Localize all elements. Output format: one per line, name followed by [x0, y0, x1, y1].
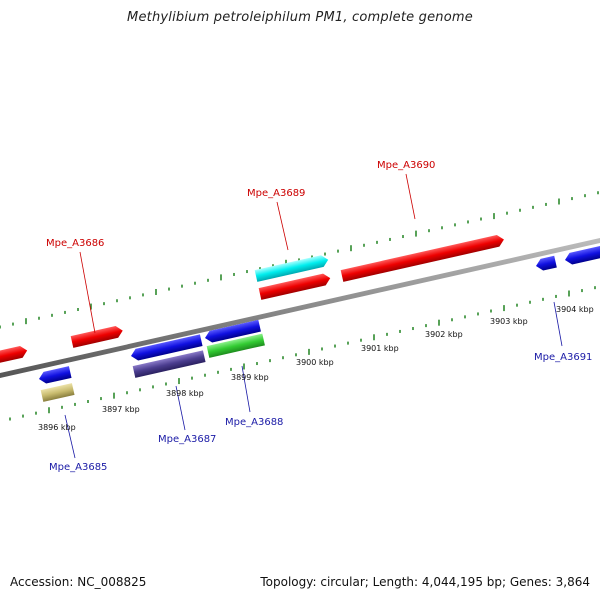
map-title: Methylibium petroleiphilum PM1, complete…	[127, 10, 473, 25]
kbp-label-3900: 3900 kbp	[296, 358, 334, 367]
gene-arrow-Mpe_A3685	[39, 366, 72, 384]
gene-arrow-forward-1	[0, 345, 28, 364]
gene-label-Mpe_A3685: Mpe_A3685	[49, 462, 107, 473]
gene-label-Mpe_A3687: Mpe_A3687	[158, 434, 216, 445]
kbp-label-3904: 3904 kbp	[556, 305, 594, 314]
gene-arrow-Mpe_A3685-khaki	[40, 383, 75, 402]
gene-label-leaders	[64, 173, 563, 459]
gene-arrow-Mpe_A3689-cyan	[254, 255, 329, 282]
gene-label-Mpe_A3686: Mpe_A3686	[46, 238, 104, 249]
gene-arrow-Mpe_A3688	[205, 319, 261, 343]
kbp-label-3902: 3902 kbp	[425, 330, 463, 339]
gene-label-Mpe_A3690: Mpe_A3690	[377, 160, 435, 171]
kbp-label-3898: 3898 kbp	[166, 389, 204, 398]
gene-arrow-Mpe_A3687	[131, 334, 203, 361]
kbp-label-3896: 3896 kbp	[38, 423, 76, 432]
accession-text: Accession: NC_008825	[10, 575, 147, 589]
gene-label-Mpe_A3691: Mpe_A3691	[534, 352, 592, 363]
kbp-label-3901: 3901 kbp	[361, 344, 399, 353]
gene-arrow-reverse-edge	[565, 243, 600, 265]
kbp-label-3897: 3897 kbp	[102, 405, 140, 414]
gene-arrow-Mpe_A3691	[536, 255, 557, 271]
gene-arrow-Mpe_A3688-green	[206, 333, 265, 358]
tick-row-lower	[9, 286, 596, 421]
gene-arrow-Mpe_A3686	[70, 326, 123, 348]
genome-backbone	[0, 238, 600, 378]
gene-arrow-Mpe_A3689	[258, 273, 331, 300]
gene-arrow-Mpe_A3687-purple	[132, 350, 206, 378]
kbp-label-3903: 3903 kbp	[490, 317, 528, 326]
gene-arrow-Mpe_A3690	[340, 234, 504, 282]
gene-label-Mpe_A3689: Mpe_A3689	[247, 188, 305, 199]
kbp-label-3899: 3899 kbp	[231, 373, 269, 382]
gene-label-Mpe_A3688: Mpe_A3688	[225, 417, 283, 428]
genome-summary-text: Topology: circular; Length: 4,044,195 bp…	[260, 575, 590, 589]
